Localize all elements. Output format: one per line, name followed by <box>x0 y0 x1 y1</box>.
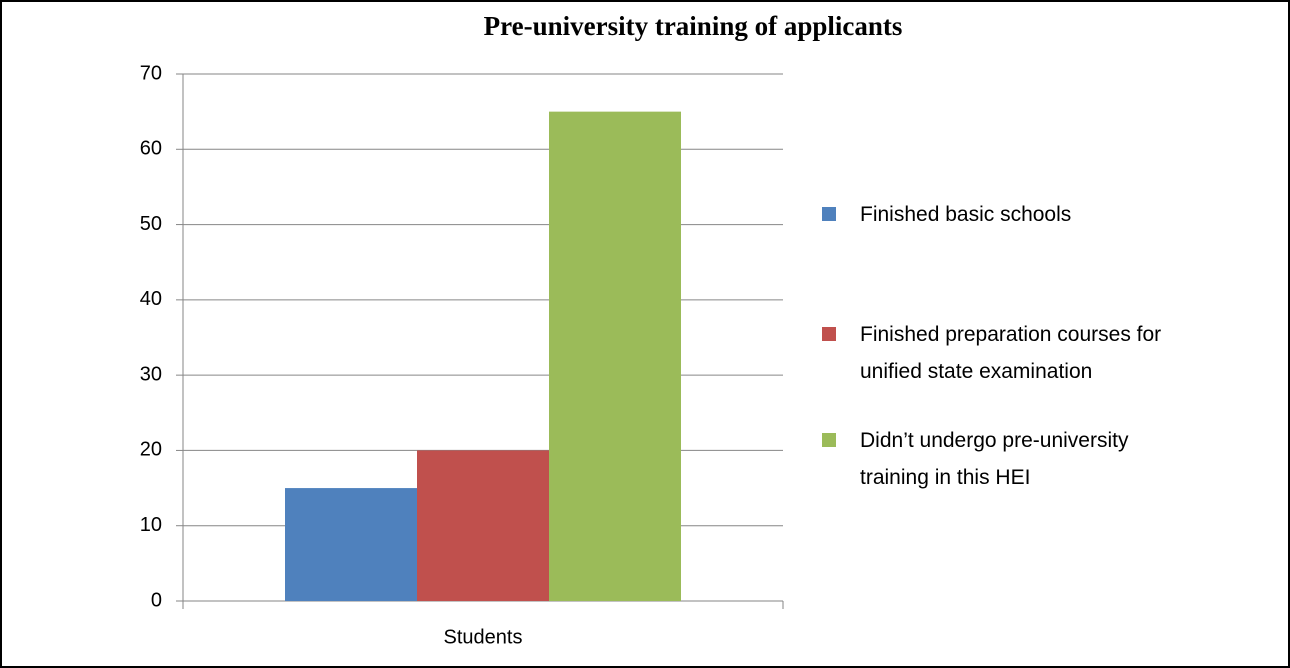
legend-label: Finished preparation courses for unified… <box>860 323 1162 383</box>
bar <box>549 111 681 602</box>
bar <box>417 450 549 601</box>
y-tick-label: 20 <box>140 439 162 461</box>
legend-item: Finished basic schools <box>822 196 1182 233</box>
legend-label: Finished basic schools <box>860 203 1072 226</box>
y-tick-label: 30 <box>140 363 162 385</box>
y-tick-label: 70 <box>140 62 162 84</box>
legend-swatch <box>822 327 836 341</box>
y-tick-label: 40 <box>140 288 162 310</box>
y-tick-label: 10 <box>140 514 162 536</box>
y-tick-label: 60 <box>140 138 162 160</box>
bar <box>285 488 417 601</box>
legend-swatch <box>822 207 836 221</box>
x-tick-label: Students <box>444 626 523 648</box>
legend-swatch <box>822 433 836 447</box>
legend-item: Finished preparation courses for unified… <box>822 316 1182 390</box>
legend-item: Didn’t undergo pre-university training i… <box>822 422 1182 496</box>
chart-title: Pre-university training of applicants <box>484 11 903 41</box>
legend-label: Didn’t undergo pre-university training i… <box>860 429 1129 489</box>
y-tick-label: 50 <box>140 213 162 235</box>
y-tick-label: 0 <box>151 589 162 611</box>
